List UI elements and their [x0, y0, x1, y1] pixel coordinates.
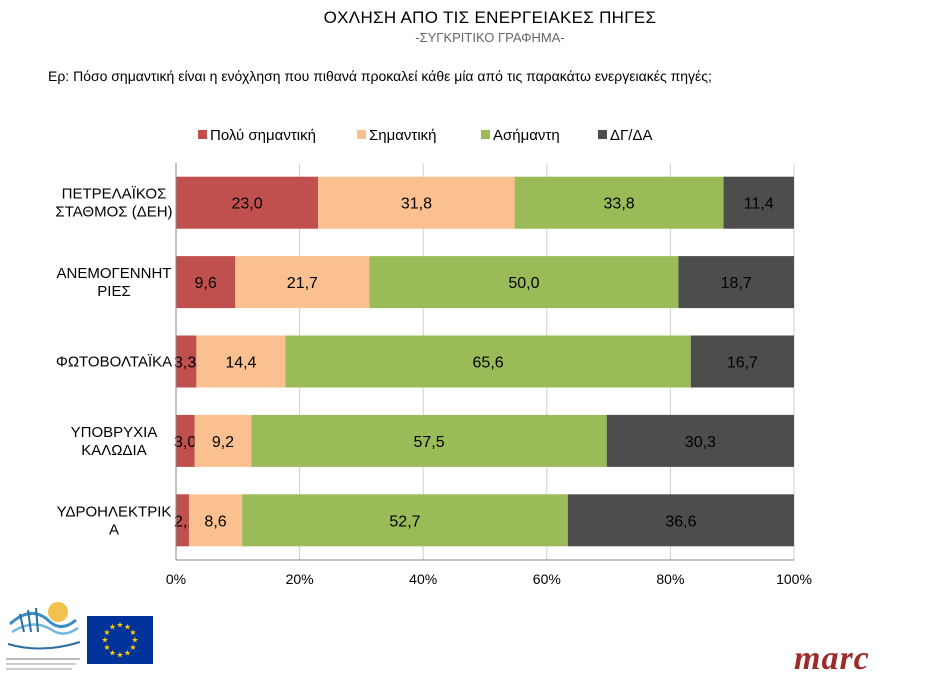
category-label: ΥΠΟΒΡΥΧΙΑ [71, 424, 158, 441]
bar-segment [285, 335, 691, 388]
bar-segment [678, 256, 794, 309]
bar-segment [194, 414, 252, 467]
bar-segment [196, 335, 286, 388]
category-label: ΡΙΕΣ [97, 283, 130, 300]
legend-label: Σημαντική [369, 127, 437, 144]
star-icon: ★ [124, 648, 131, 657]
star-icon: ★ [116, 651, 123, 660]
star-icon: ★ [101, 636, 108, 645]
survey-question: Ερ: Πόσο σημαντική είναι η ενόχληση που … [48, 68, 712, 84]
star-icon: ★ [103, 643, 110, 652]
bar-segment [235, 256, 370, 309]
star-icon: ★ [124, 623, 131, 632]
star-icon: ★ [109, 623, 116, 632]
star-icon: ★ [116, 621, 123, 630]
data-label: 9,2 [212, 434, 234, 451]
data-label: 3,3 [174, 355, 196, 372]
data-label: 21,7 [287, 275, 318, 292]
legend: Πολύ σημαντική Σημαντική Ασήμαντη ΔΓ/ΔΑ [198, 127, 652, 144]
legend-label: Ασήμαντη [493, 127, 560, 144]
bar-segment [690, 335, 794, 388]
data-label: 57,5 [414, 434, 445, 451]
data-label: 52,7 [389, 513, 420, 530]
data-label: 18,7 [721, 275, 752, 292]
bar-segment [176, 414, 195, 467]
data-label: 14,4 [225, 355, 256, 372]
chart-subtitle: -ΣΥΓΚΡΙΤΙΚΟ ΓΡΑΦΗΜΑ- [415, 30, 565, 45]
star-icon: ★ [131, 636, 138, 645]
x-axis: 0% 20% 40% 60% 80% 100% [166, 163, 812, 587]
data-label: 11,4 [744, 196, 774, 213]
legend-label: ΔΓ/ΔΑ [610, 127, 652, 144]
x-tick-label: 0% [166, 571, 186, 587]
data-label: 16,7 [727, 355, 758, 372]
legend-label: Πολύ σημαντική [210, 127, 316, 144]
data-label: 3,0 [174, 434, 196, 451]
data-label: 31,8 [401, 196, 432, 213]
legend-swatch [481, 130, 490, 139]
bar-segment [188, 494, 243, 547]
bar-segment [176, 335, 197, 388]
bar-segment [514, 176, 724, 229]
category-label: ΠΕΤΡΕΛΑΪΚΟΣ [62, 186, 167, 203]
bar-segment [369, 256, 679, 309]
bar-segment [723, 176, 794, 229]
bars: 23,0 31,8 33,8 11,4 9,6 21,7 50,0 18,7 3,3 14,4 65… [174, 176, 794, 547]
data-label: 50,0 [508, 275, 539, 292]
bar-segment [176, 256, 236, 309]
category-label: ΑΝΕΜΟΓΕΝΝΗΤ [57, 265, 172, 282]
eu-flag: ★★★★★★★★★ ★ ★★ [87, 616, 153, 664]
x-tick-label: 20% [286, 571, 314, 587]
bar-segment [567, 494, 794, 547]
bar-segment [606, 414, 794, 467]
legend-swatch [598, 130, 607, 139]
star-icon: ★ [109, 648, 116, 657]
data-label: 33,8 [604, 196, 635, 213]
data-label: 8,6 [204, 513, 226, 530]
project-logo [2, 584, 84, 676]
category-label: Α [109, 521, 119, 538]
x-tick-label: 60% [533, 571, 561, 587]
category-label: ΦΩΤΟΒΟΛΤΑΪΚΑ [56, 354, 172, 371]
bar-segment [251, 414, 607, 467]
data-label: 30,3 [685, 434, 716, 451]
data-label: 65,6 [473, 355, 504, 372]
x-tick-label: 40% [409, 571, 437, 587]
category-label: ΥΔΡΟΗΛΕΚΤΡΙΚ [57, 503, 172, 520]
bar-segment [176, 176, 319, 229]
category-label: ΚΑΛΩΔΙΑ [81, 442, 146, 459]
chart-title: ΟΧΛΗΣΗ ΑΠΟ ΤΙΣ ΕΝΕΡΓΕΙΑΚΕΣ ΠΗΓΕΣ [323, 8, 657, 27]
data-label: 36,6 [665, 513, 696, 530]
star-icon: ★ [129, 628, 136, 637]
category-label: ΣΤΑΘΜΟΣ (ΔΕΗ) [55, 204, 172, 221]
x-tick-label: 100% [776, 571, 812, 587]
x-tick-label: 80% [656, 571, 684, 587]
stacked-bar-chart: Πολύ σημαντική Σημαντική Ασήμαντη ΔΓ/ΔΑ 23,… [55, 127, 812, 587]
star-icon: ★ [129, 643, 136, 652]
star-icon: ★ [103, 628, 110, 637]
brand-logo: marc [794, 640, 870, 677]
bar-segment [176, 494, 189, 547]
bar-segment [242, 494, 568, 547]
legend-swatch [198, 130, 207, 139]
legend-swatch [357, 130, 366, 139]
data-label: 9,6 [195, 275, 217, 292]
data-label: 23,0 [231, 196, 262, 213]
bar-segment [318, 176, 515, 229]
